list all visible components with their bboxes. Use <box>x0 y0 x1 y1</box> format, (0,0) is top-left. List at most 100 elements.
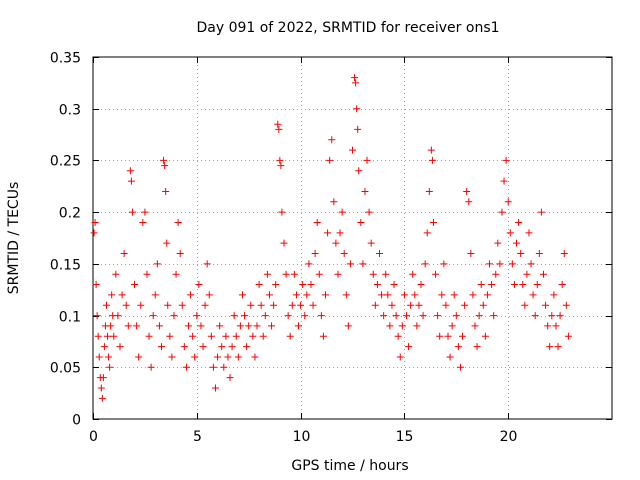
data-point <box>465 198 473 206</box>
data-point <box>317 312 325 320</box>
data-point <box>263 270 271 278</box>
data-point <box>486 260 494 268</box>
data-point <box>373 281 381 289</box>
data-point <box>209 363 217 371</box>
data-point <box>369 270 377 278</box>
data-point <box>429 218 437 226</box>
data-point <box>552 322 560 330</box>
data-point <box>176 250 184 258</box>
data-point <box>535 250 543 258</box>
data-point <box>342 291 350 299</box>
data-point <box>375 250 383 258</box>
data-point <box>407 301 415 309</box>
data-point <box>319 332 327 340</box>
data-point <box>533 281 541 289</box>
data-point <box>471 322 479 330</box>
data-point <box>475 312 483 320</box>
data-point <box>494 239 502 247</box>
data-point <box>456 363 464 371</box>
data-point <box>405 343 413 351</box>
x-axis: 0 5 10 15 20 <box>89 57 517 445</box>
data-point <box>523 270 531 278</box>
data-point <box>184 322 192 330</box>
data-point <box>498 208 506 216</box>
data-point <box>241 312 249 320</box>
data-point <box>556 312 564 320</box>
data-point <box>378 291 386 299</box>
data-point <box>454 343 462 351</box>
x-axis-label: GPS time / hours <box>291 458 408 474</box>
data-point <box>459 332 467 340</box>
data-point <box>90 229 98 237</box>
data-point <box>145 332 153 340</box>
data-point <box>504 198 512 206</box>
data-point <box>108 291 116 299</box>
data-point <box>481 332 489 340</box>
data-point <box>492 270 500 278</box>
data-point <box>201 301 209 309</box>
data-point <box>128 208 136 216</box>
data-point <box>95 353 103 361</box>
data-point <box>544 322 552 330</box>
data-point <box>247 301 255 309</box>
data-point <box>463 187 471 195</box>
data-point <box>328 136 336 144</box>
data-point <box>322 291 330 299</box>
data-point <box>147 363 155 371</box>
data-point <box>100 343 108 351</box>
data-point <box>295 322 303 330</box>
data-point <box>141 208 149 216</box>
data-point <box>180 343 188 351</box>
y-tick-label: 0.05 <box>50 361 81 377</box>
data-point <box>106 363 114 371</box>
data-point <box>400 291 408 299</box>
data-point <box>340 250 348 258</box>
data-point <box>191 353 199 361</box>
data-point <box>488 281 496 289</box>
data-point <box>421 260 429 268</box>
data-point <box>398 322 406 330</box>
data-point <box>371 301 379 309</box>
data-point <box>151 291 159 299</box>
x-tick-label: 15 <box>396 429 414 445</box>
data-point <box>558 281 566 289</box>
data-point <box>161 162 169 170</box>
y-tick-label: 0.1 <box>59 310 81 326</box>
data-point <box>155 322 163 330</box>
x-tick-label: 5 <box>193 429 202 445</box>
data-point <box>301 312 309 320</box>
y-tick-label: 0 <box>72 413 81 429</box>
data-point <box>290 270 298 278</box>
data-point <box>477 281 485 289</box>
data-point <box>550 291 558 299</box>
data-point <box>195 281 203 289</box>
data-point <box>232 332 240 340</box>
data-point <box>413 322 421 330</box>
y-axis: 0 0.05 0.1 0.15 0.2 0.25 0.3 0.35 <box>50 51 612 429</box>
data-point <box>548 312 556 320</box>
data-point <box>187 291 195 299</box>
data-point <box>428 156 436 164</box>
data-point <box>158 343 166 351</box>
data-point <box>365 208 373 216</box>
data-point <box>515 218 523 226</box>
data-point <box>452 312 460 320</box>
data-point <box>168 353 176 361</box>
data-point <box>415 301 423 309</box>
y-tick-label: 0.35 <box>50 51 81 67</box>
data-point <box>390 281 398 289</box>
data-point <box>446 353 454 361</box>
data-point <box>388 301 396 309</box>
data-point <box>334 270 342 278</box>
data-point <box>517 250 525 258</box>
data-point <box>305 260 313 268</box>
x-tick-label: 0 <box>89 429 98 445</box>
data-point <box>527 260 535 268</box>
data-point <box>546 343 554 351</box>
data-point <box>282 270 290 278</box>
data-point <box>153 260 161 268</box>
data-point <box>286 332 294 340</box>
plot-frame <box>92 56 613 420</box>
data-point <box>409 270 417 278</box>
data-point <box>230 312 238 320</box>
